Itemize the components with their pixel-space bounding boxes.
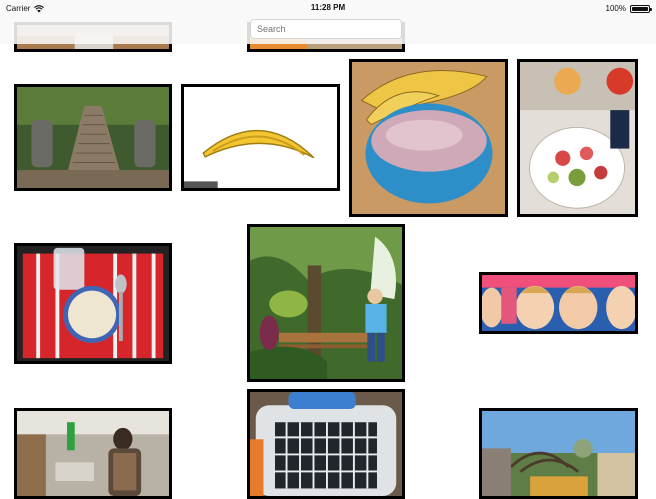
- photo-face-billboard[interactable]: [479, 272, 638, 334]
- search-input[interactable]: [250, 19, 402, 39]
- photo-amusement-park[interactable]: [479, 408, 638, 499]
- photo-banana-tree-woman[interactable]: [247, 224, 405, 382]
- status-bar: Carrier 11:28 PM 100%: [0, 0, 656, 18]
- status-time: 11:28 PM: [310, 3, 346, 12]
- battery-percent: 100%: [605, 4, 626, 13]
- wifi-icon: [34, 4, 45, 12]
- photo-smoothie-bowl[interactable]: [349, 59, 508, 217]
- battery-icon: [630, 4, 652, 13]
- photo-pet-carrier[interactable]: [247, 389, 405, 499]
- photo-salad-bowl[interactable]: [517, 59, 638, 217]
- carrier-label: Carrier: [6, 4, 31, 13]
- photo-woman-kitchen[interactable]: [14, 408, 172, 499]
- photo-cereal-tray[interactable]: [14, 243, 172, 364]
- photo-banana[interactable]: [181, 84, 340, 191]
- photo-temple-stairs[interactable]: [14, 84, 172, 191]
